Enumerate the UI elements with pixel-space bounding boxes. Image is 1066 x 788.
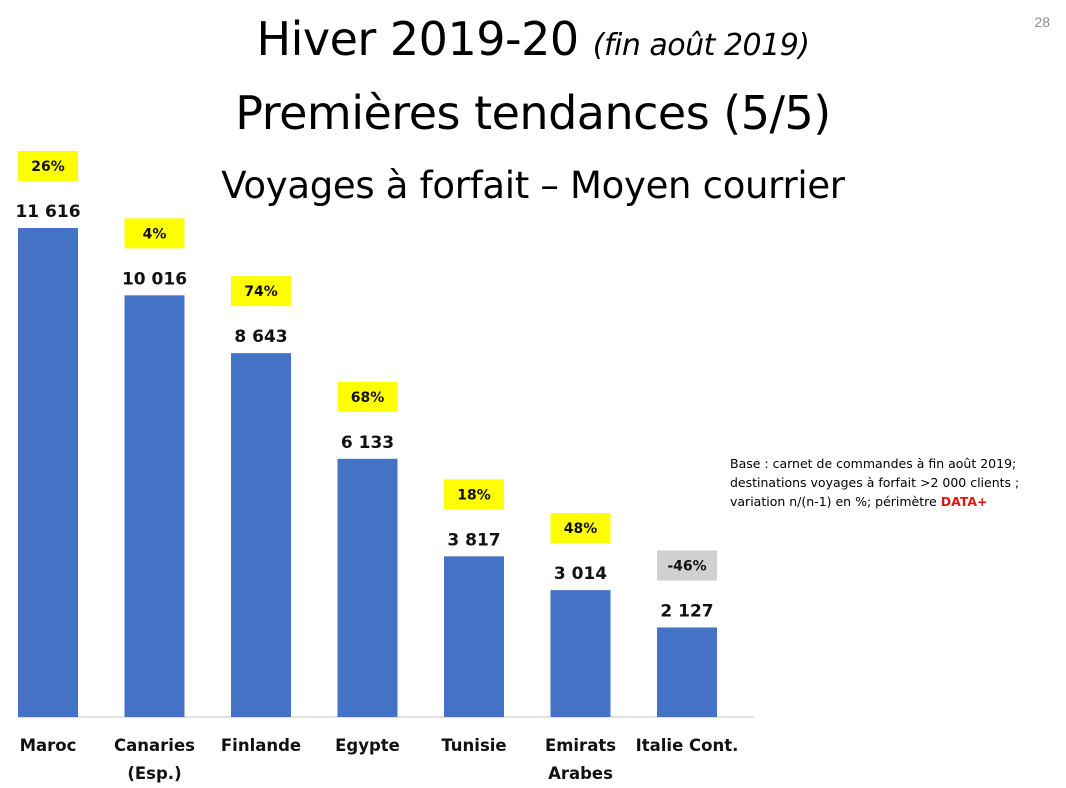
source-note-line-1: Base : carnet de commandes à fin août 20… bbox=[730, 456, 1017, 471]
source-note: Base : carnet de commandes à fin août 20… bbox=[730, 454, 1060, 511]
source-note-line-2: destinations voyages à forfait >2 000 cl… bbox=[730, 475, 1020, 490]
variation-label: 48% bbox=[564, 521, 598, 537]
data-label: 10 016 bbox=[122, 269, 187, 289]
bar bbox=[657, 627, 717, 717]
title-main: Hiver 2019-20 bbox=[256, 12, 579, 66]
category-tick-label: Maroc bbox=[20, 736, 77, 755]
page-subtitle: Premières tendances (5/5) bbox=[235, 86, 831, 140]
data-label: 3 014 bbox=[554, 564, 607, 584]
variation-badge bbox=[231, 276, 291, 307]
page-title: Hiver 2019-20 (fin août 2019) bbox=[0, 12, 1066, 66]
category-tick-label: Arabes bbox=[548, 764, 613, 783]
category-tick-label: Emirats bbox=[545, 736, 616, 755]
variation-label: 4% bbox=[143, 226, 167, 242]
variation-badge bbox=[550, 513, 611, 544]
variation-badge bbox=[657, 550, 717, 581]
variation-badge bbox=[337, 381, 398, 412]
variation-label: 18% bbox=[457, 487, 491, 503]
title-date-note: (fin août 2019) bbox=[592, 28, 810, 63]
variation-label: 68% bbox=[351, 390, 385, 406]
slide-number: 28 bbox=[1034, 14, 1050, 30]
bar bbox=[231, 353, 291, 717]
bar bbox=[444, 556, 504, 717]
variation-badge bbox=[444, 479, 504, 510]
category-tick-label: Tunisie bbox=[441, 736, 506, 755]
variation-label: -46% bbox=[667, 558, 706, 574]
data-plus-label: DATA+ bbox=[940, 494, 988, 509]
variation-label: 74% bbox=[244, 284, 278, 300]
bar bbox=[550, 590, 611, 717]
bar bbox=[18, 228, 78, 717]
bar bbox=[124, 295, 185, 717]
data-label: 3 817 bbox=[447, 530, 500, 550]
source-note-line-3: variation n/(n-1) en %; périmètre DATA+ bbox=[730, 492, 1060, 511]
chart-subtitle: Voyages à forfait – Moyen courrier bbox=[221, 164, 845, 207]
source-note-line-3-text: variation n/(n-1) en %; périmètre bbox=[730, 494, 941, 509]
category-tick-label: Finlande bbox=[221, 736, 301, 755]
variation-badge bbox=[124, 218, 185, 249]
data-label: 2 127 bbox=[660, 601, 713, 621]
category-tick-label: (Esp.) bbox=[127, 764, 181, 783]
category-tick-label: Egypte bbox=[335, 736, 400, 755]
category-tick-label: Canaries bbox=[114, 736, 195, 755]
data-label: 8 643 bbox=[234, 327, 287, 347]
bar bbox=[337, 458, 398, 717]
category-tick-label: Italie Cont. bbox=[636, 736, 739, 755]
data-label: 6 133 bbox=[341, 433, 394, 453]
